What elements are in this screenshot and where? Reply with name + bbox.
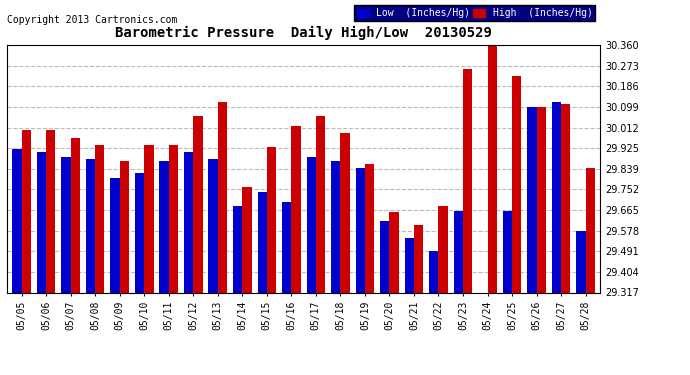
Bar	[586, 168, 595, 292]
Bar	[267, 147, 276, 292]
Bar	[365, 164, 374, 292]
Bar	[37, 152, 46, 292]
Bar	[503, 211, 512, 292]
Bar	[291, 126, 301, 292]
Text: Barometric Pressure  Daily High/Low  20130529: Barometric Pressure Daily High/Low 20130…	[115, 26, 492, 40]
Bar	[119, 161, 129, 292]
Bar	[438, 206, 448, 292]
Bar	[389, 212, 399, 292]
Bar	[70, 138, 80, 292]
Bar	[159, 161, 169, 292]
Bar	[218, 102, 227, 292]
Bar	[21, 130, 31, 292]
Bar	[12, 149, 21, 292]
Bar	[340, 133, 350, 292]
Bar	[404, 238, 414, 292]
Bar	[184, 152, 193, 292]
Bar	[512, 76, 522, 292]
Bar	[110, 178, 119, 292]
Bar	[242, 188, 252, 292]
Bar	[380, 220, 389, 292]
Bar	[208, 159, 218, 292]
Bar	[135, 173, 144, 292]
Bar	[169, 145, 178, 292]
Bar	[282, 202, 291, 292]
Bar	[527, 107, 537, 292]
Legend: Low  (Inches/Hg), High  (Inches/Hg): Low (Inches/Hg), High (Inches/Hg)	[354, 5, 595, 21]
Bar	[429, 252, 438, 292]
Bar	[355, 168, 365, 292]
Bar	[537, 107, 546, 292]
Bar	[257, 192, 267, 292]
Bar	[144, 145, 154, 292]
Bar	[61, 156, 70, 292]
Bar	[576, 231, 586, 292]
Bar	[95, 145, 104, 292]
Bar	[453, 211, 463, 292]
Bar	[306, 156, 316, 292]
Bar	[414, 225, 423, 292]
Bar	[316, 116, 325, 292]
Bar	[86, 159, 95, 292]
Bar	[233, 206, 242, 292]
Bar	[488, 45, 497, 292]
Bar	[561, 104, 571, 292]
Bar	[46, 130, 55, 292]
Bar	[552, 102, 561, 292]
Text: Copyright 2013 Cartronics.com: Copyright 2013 Cartronics.com	[7, 15, 177, 25]
Bar	[193, 116, 203, 292]
Bar	[331, 161, 340, 292]
Bar	[463, 69, 472, 292]
